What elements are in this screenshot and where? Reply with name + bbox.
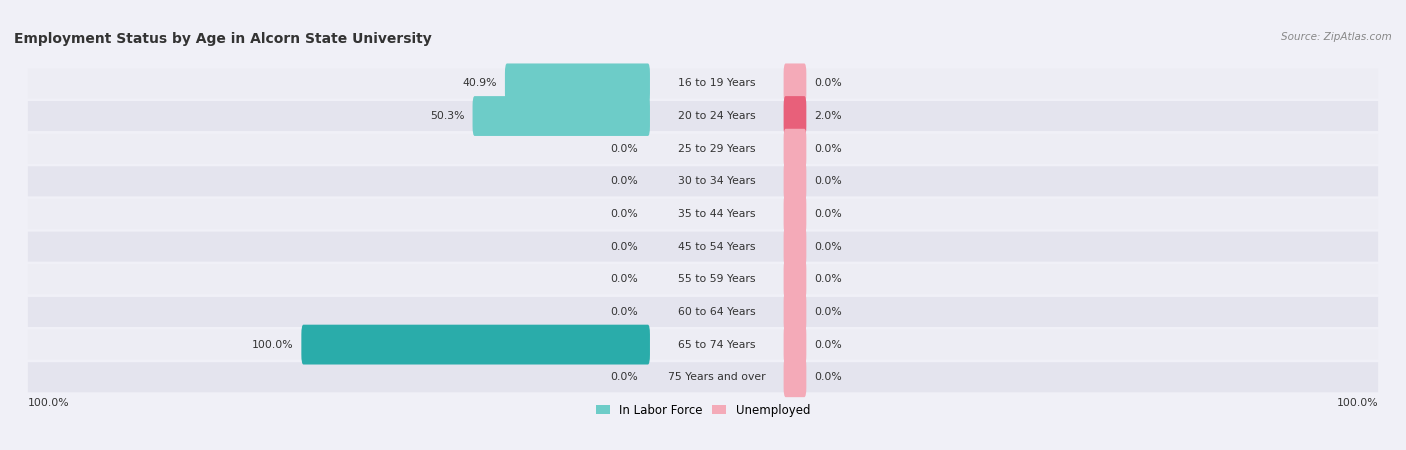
Text: 0.0%: 0.0% [610,242,637,252]
Text: 0.0%: 0.0% [610,372,637,382]
Text: 0.0%: 0.0% [814,144,842,154]
Text: 0.0%: 0.0% [814,372,842,382]
Text: 0.0%: 0.0% [814,307,842,317]
Text: 0.0%: 0.0% [814,242,842,252]
FancyBboxPatch shape [28,68,1378,99]
Text: 2.0%: 2.0% [814,111,842,121]
FancyBboxPatch shape [783,292,807,332]
FancyBboxPatch shape [783,194,807,234]
Text: Employment Status by Age in Alcorn State University: Employment Status by Age in Alcorn State… [14,32,432,45]
FancyBboxPatch shape [28,101,1378,131]
Text: 55 to 59 Years: 55 to 59 Years [678,274,755,284]
FancyBboxPatch shape [505,63,650,104]
Text: 100.0%: 100.0% [1337,398,1378,408]
Text: 0.0%: 0.0% [814,209,842,219]
Text: 0.0%: 0.0% [814,274,842,284]
FancyBboxPatch shape [28,232,1378,261]
Text: 0.0%: 0.0% [610,144,637,154]
FancyBboxPatch shape [301,325,650,364]
FancyBboxPatch shape [28,134,1378,164]
Text: 50.3%: 50.3% [430,111,464,121]
FancyBboxPatch shape [783,227,807,266]
FancyBboxPatch shape [783,357,807,397]
FancyBboxPatch shape [28,264,1378,294]
FancyBboxPatch shape [783,325,807,364]
Text: 0.0%: 0.0% [610,209,637,219]
Text: 16 to 19 Years: 16 to 19 Years [678,78,755,88]
Text: 0.0%: 0.0% [610,176,637,186]
FancyBboxPatch shape [28,362,1378,392]
FancyBboxPatch shape [28,166,1378,196]
Text: 100.0%: 100.0% [252,340,292,350]
Text: 0.0%: 0.0% [610,307,637,317]
FancyBboxPatch shape [28,329,1378,360]
Text: 20 to 24 Years: 20 to 24 Years [678,111,755,121]
Text: 0.0%: 0.0% [610,274,637,284]
Text: 75 Years and over: 75 Years and over [668,372,766,382]
FancyBboxPatch shape [783,63,807,104]
Text: Source: ZipAtlas.com: Source: ZipAtlas.com [1281,32,1392,41]
Text: 25 to 29 Years: 25 to 29 Years [678,144,755,154]
FancyBboxPatch shape [472,96,650,136]
Text: 0.0%: 0.0% [814,78,842,88]
Text: 30 to 34 Years: 30 to 34 Years [678,176,755,186]
Legend: In Labor Force, Unemployed: In Labor Force, Unemployed [596,404,810,417]
Text: 0.0%: 0.0% [814,340,842,350]
FancyBboxPatch shape [783,259,807,299]
Text: 40.9%: 40.9% [463,78,496,88]
Text: 100.0%: 100.0% [28,398,69,408]
FancyBboxPatch shape [783,162,807,201]
Text: 0.0%: 0.0% [814,176,842,186]
FancyBboxPatch shape [783,96,807,136]
FancyBboxPatch shape [28,199,1378,229]
FancyBboxPatch shape [783,129,807,169]
FancyBboxPatch shape [28,297,1378,327]
Text: 35 to 44 Years: 35 to 44 Years [678,209,755,219]
Text: 45 to 54 Years: 45 to 54 Years [678,242,755,252]
Text: 60 to 64 Years: 60 to 64 Years [678,307,755,317]
Text: 65 to 74 Years: 65 to 74 Years [678,340,755,350]
